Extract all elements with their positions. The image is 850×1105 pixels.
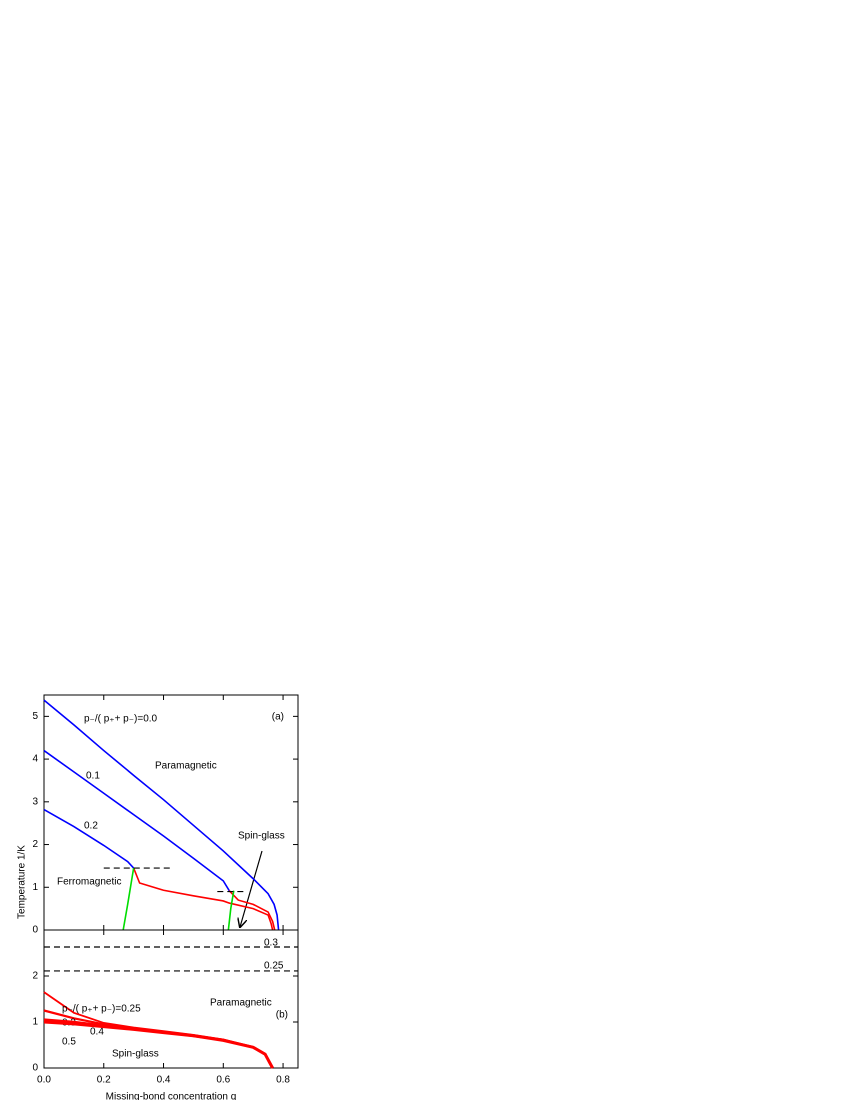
annotation: Ferromagnetic (57, 877, 121, 888)
annotation: (a) (272, 712, 284, 723)
arrow (240, 850, 263, 927)
x-tick-label: 0.0 (37, 1075, 51, 1086)
curve-label: 0.4 (90, 1027, 104, 1038)
curve-label: 0.3 (264, 938, 278, 949)
annotation: (b) (276, 1010, 288, 1021)
curve (43, 699, 280, 931)
annotation: Spin-glass (112, 1049, 159, 1060)
curve-label: p₋/( p₊+ p₋)=0.0 (84, 714, 158, 725)
x-tick-label: 0.2 (97, 1075, 111, 1086)
curve-label: 0.25 (264, 961, 284, 972)
curve-label: p₋/( p₊+ p₋)=0.25 (62, 1004, 141, 1015)
curve-label: 0.2 (84, 821, 98, 832)
plot-frame (43, 929, 299, 1069)
x-axis-label: Missing-bond concentration q (106, 1092, 237, 1100)
y-tick-label: 0 (32, 1063, 38, 1074)
y-tick-label: 2 (32, 971, 38, 982)
y-tick-label: 1 (32, 882, 38, 893)
y-tick-label: 1 (32, 1017, 38, 1028)
x-tick-label: 0.4 (157, 1075, 171, 1086)
x-tick-label: 0.6 (216, 1075, 230, 1086)
y-tick-label: 4 (32, 754, 38, 765)
curve (227, 890, 235, 931)
curve-label: 0.5 (62, 1037, 76, 1048)
curve (43, 749, 230, 892)
annotation: Spin-glass (238, 831, 285, 842)
curve (43, 1020, 274, 1069)
annotation: Paramagnetic (155, 761, 217, 772)
x-tick-label: 0.8 (276, 1075, 290, 1086)
y-tick-label: 5 (32, 711, 38, 722)
curve-label: 0.1 (86, 771, 100, 782)
y-tick-label: 0 (32, 925, 38, 936)
plot-frame (43, 694, 299, 931)
curve (228, 890, 276, 931)
curve (122, 867, 135, 931)
y-tick-label: 2 (32, 839, 38, 850)
curve (43, 808, 135, 869)
y-axis-label: Temperature 1/K (17, 845, 28, 919)
annotation: Paramagnetic (210, 998, 272, 1009)
curve (132, 867, 274, 931)
y-tick-label: 3 (32, 796, 38, 807)
